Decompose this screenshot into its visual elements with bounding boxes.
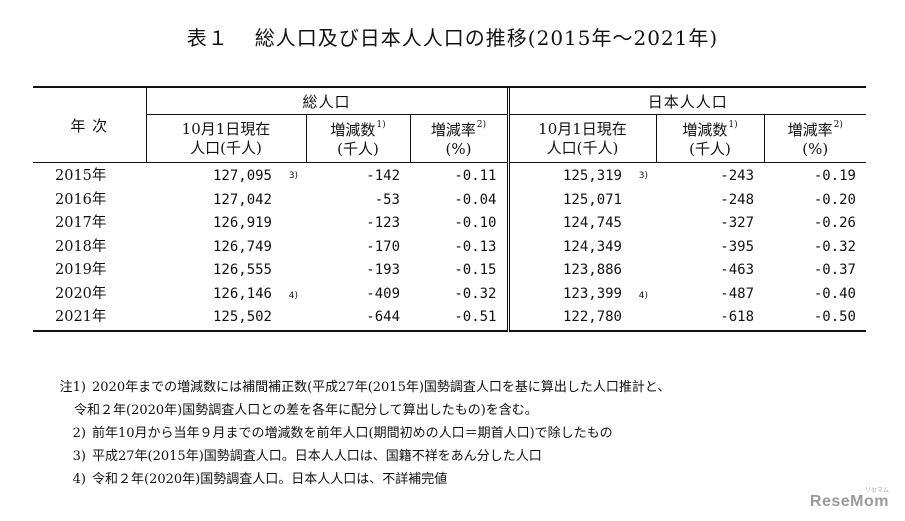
total-change-cell: -193 bbox=[366, 262, 400, 279]
jp-population-cell: 123,886 bbox=[506, 259, 656, 283]
footnote-text: 2020年までの増減数には補間補正数(平成27年(2015年)国勢調査人口を基に… bbox=[92, 380, 671, 395]
table-title: 表１ 総人口及び日本人人口の推移(2015年～2021年) bbox=[0, 22, 905, 51]
total-population-cell: 127,095 3) bbox=[146, 163, 306, 189]
footnote-line: 3) 平成27年(2015年)国勢調査人口。日本人人口は、国籍不祥をあん分した人口 bbox=[50, 445, 542, 464]
footnote-mark: 3) bbox=[72, 449, 86, 464]
table-caption: 総人口及び日本人人口の推移(2015年～2021年) bbox=[254, 26, 719, 50]
jp-change-cell: -327 bbox=[720, 215, 754, 232]
total-population-cell: 126,146 4) bbox=[146, 283, 306, 307]
year-cell: 2021年 bbox=[33, 306, 146, 332]
year-cell: 2017年 bbox=[55, 215, 107, 232]
table-row: 2021年 125,502 -644 -0.51 122,780 -618 -0.50 bbox=[33, 306, 866, 332]
jp-change-cell: -487 bbox=[720, 285, 754, 302]
footnote-ref: 4) bbox=[288, 290, 298, 301]
footnote-line: 2) 前年10月から当年９月までの増減数を前年人口(期間初めの人口＝期首人口)で除… bbox=[50, 422, 613, 441]
header-jp-rate: 増減率2) (%) bbox=[763, 114, 866, 163]
total-change-cell: -123 bbox=[366, 215, 400, 232]
total-change-cell: -644 bbox=[306, 306, 410, 332]
footnote-line: 注1) 2020年までの増減数には補間補正数(平成27年(2015年)国勢調査人口… bbox=[50, 376, 671, 395]
resemom-logo: ReseMom リセマム bbox=[809, 488, 889, 510]
table-row: 2019年 126,555 -193 -0.15 123,886 -463 -0.37 bbox=[33, 259, 866, 283]
jp-population-cell: 123,399 4) bbox=[506, 282, 656, 306]
jp-population-cell: 122,780 bbox=[506, 306, 656, 332]
table-row: 2015年 127,095 3) -142 -0.11 125,319 3) -243 -0.1… bbox=[33, 162, 866, 189]
jp-change-cell: -248 bbox=[720, 191, 754, 208]
header-total-rate: 増減率2) (%) bbox=[409, 114, 508, 163]
jp-population-cell: 124,745 bbox=[506, 212, 656, 236]
total-change-cell: -53 bbox=[374, 191, 400, 208]
total-change-cell: -409 bbox=[366, 285, 400, 302]
footnote-ref: 3) bbox=[288, 171, 298, 181]
group-header-japanese: 日本人人口 bbox=[506, 88, 866, 115]
header-jp-population: 10月1日現在 人口(千人) bbox=[506, 114, 656, 163]
jp-rate-cell: -0.26 bbox=[813, 215, 856, 232]
total-rate-cell: -0.32 bbox=[454, 285, 497, 302]
year-cell: 2019年 bbox=[55, 262, 107, 279]
footnote-mark: 2) bbox=[72, 426, 86, 441]
year-cell: 2018年 bbox=[55, 238, 107, 255]
jp-rate-cell: -0.20 bbox=[813, 191, 856, 208]
jp-rate-cell: -0.19 bbox=[813, 168, 856, 185]
jp-change-cell: -618 bbox=[656, 306, 764, 332]
year-cell: 2016年 bbox=[55, 191, 107, 208]
jp-population-cell: 125,319 3) bbox=[506, 162, 656, 189]
footnote-text: 平成27年(2015年)国勢調査人口。日本人人口は、国籍不祥をあん分した人口 bbox=[92, 449, 542, 464]
jp-rate-cell: -0.37 bbox=[813, 262, 856, 279]
header-jp-change: 増減数1) (千人) bbox=[655, 114, 764, 163]
total-population-cell: 126,749 bbox=[212, 238, 272, 255]
population-table: 年 次 総人口 日本人人口 10月1日現在 人口(千人) 増減数1) (千人) 増減… bbox=[33, 86, 866, 332]
jp-population-cell: 124,349 bbox=[506, 235, 656, 259]
table-row: 2018年 126,749 -170 -0.13 124,349 -395 -0.32 bbox=[33, 235, 866, 259]
footnote-text: 前年10月から当年９月までの増減数を前年人口(期間初めの人口＝期首人口)で除した… bbox=[92, 426, 613, 441]
footnote-line: 4) 令和２年(2020年)国勢調査人口。日本人人口は、不詳補完値 bbox=[50, 468, 448, 487]
footnote-text: 令和２年(2020年)国勢調査人口。日本人人口は、不詳補完値 bbox=[92, 472, 448, 487]
total-population-cell: 125,502 bbox=[146, 306, 306, 332]
total-population-cell: 127,042 bbox=[212, 191, 272, 208]
group-header-total: 総人口 bbox=[145, 88, 508, 115]
total-change-cell: -170 bbox=[366, 238, 400, 255]
footnote-mark: 4) bbox=[72, 472, 86, 487]
footnote-line: 令和２年(2020年)国勢調査人口との差を各年に配分して算出したもの)を含む。 bbox=[74, 399, 538, 418]
footnote-mark: 注1) bbox=[59, 380, 86, 395]
year-cell: 2015年 bbox=[55, 168, 107, 185]
total-rate-cell: -0.11 bbox=[454, 168, 497, 185]
year-column-header: 年 次 bbox=[33, 88, 146, 163]
table-number: 表１ bbox=[186, 26, 229, 50]
footnote-text: 令和２年(2020年)国勢調査人口との差を各年に配分して算出したもの)を含む。 bbox=[74, 403, 538, 418]
total-rate-cell: -0.10 bbox=[454, 215, 497, 232]
total-rate-cell: -0.51 bbox=[410, 306, 508, 332]
footnote-ref: 3) bbox=[638, 171, 648, 181]
total-population-cell: 126,555 bbox=[212, 262, 272, 279]
header-total-change: 増減数1) (千人) bbox=[305, 114, 410, 163]
jp-population-cell: 125,071 bbox=[506, 188, 656, 212]
jp-rate-cell: -0.50 bbox=[764, 306, 866, 332]
total-population-cell: 126,919 bbox=[212, 215, 272, 232]
table-row: 2016年 127,042 -53 -0.04 125,071 -248 -0.20 bbox=[33, 188, 866, 212]
table-row: 2017年 126,919 -123 -0.10 124,745 -327 -0.26 bbox=[33, 212, 866, 236]
total-rate-cell: -0.13 bbox=[454, 238, 497, 255]
jp-change-cell: -243 bbox=[720, 168, 754, 185]
total-rate-cell: -0.04 bbox=[454, 191, 497, 208]
jp-change-cell: -463 bbox=[720, 262, 754, 279]
footnote-ref: 4) bbox=[638, 290, 648, 301]
jp-rate-cell: -0.40 bbox=[813, 285, 856, 302]
year-cell: 2020年 bbox=[55, 285, 107, 302]
table-row: 2020年 126,146 4) -409 -0.32 123,399 4) -487 -0.4… bbox=[33, 282, 866, 307]
total-rate-cell: -0.15 bbox=[454, 262, 497, 279]
jp-rate-cell: -0.32 bbox=[813, 238, 856, 255]
jp-change-cell: -395 bbox=[720, 238, 754, 255]
total-change-cell: -142 bbox=[366, 168, 400, 185]
header-total-population: 10月1日現在 人口(千人) bbox=[145, 114, 306, 163]
